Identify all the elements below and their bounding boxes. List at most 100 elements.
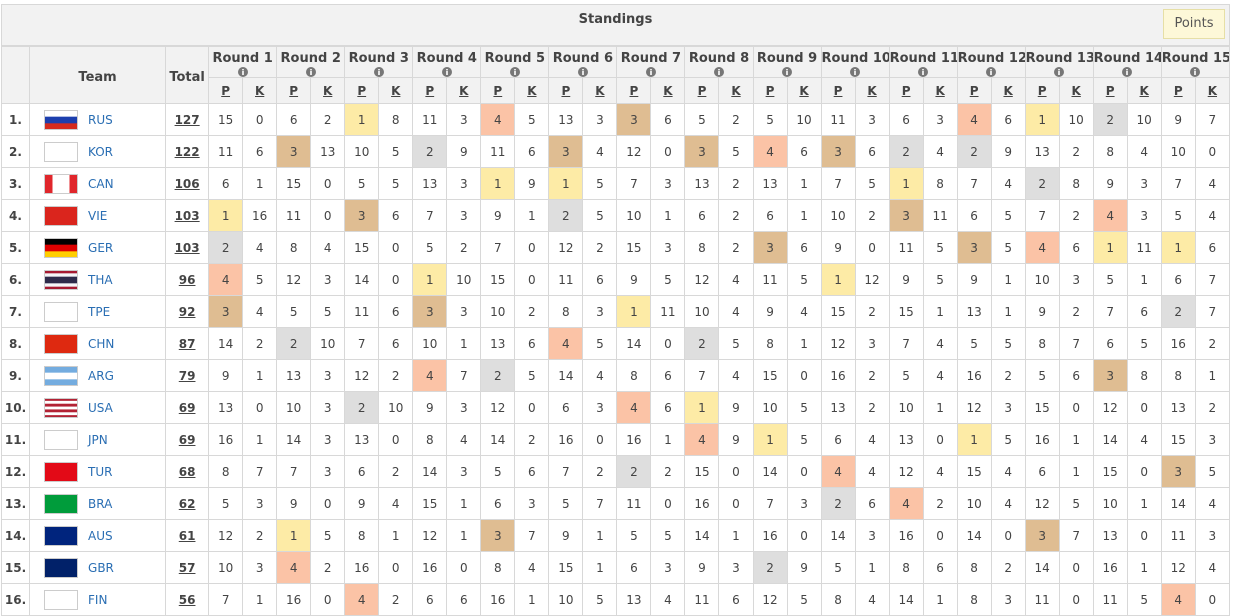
info-icon[interactable] <box>577 67 588 77</box>
sub-header: K <box>1194 77 1231 104</box>
place: 13 <box>276 359 312 392</box>
place: 1 <box>412 263 448 296</box>
info-icon[interactable] <box>645 67 656 77</box>
place: 2 <box>684 327 720 360</box>
kills: 2 <box>1058 135 1094 168</box>
team-cell: THA <box>29 263 167 296</box>
place: 6 <box>820 423 856 456</box>
place: 3 <box>1024 519 1060 552</box>
rank: 7. <box>0 295 31 328</box>
place: 15 <box>344 231 380 264</box>
info-icon[interactable] <box>1054 67 1065 77</box>
kills: 1 <box>514 199 550 232</box>
info-icon[interactable] <box>918 67 929 77</box>
place: 15 <box>548 551 584 584</box>
info-icon[interactable] <box>782 67 793 77</box>
kills: 5 <box>582 583 618 616</box>
kills: 5 <box>990 231 1026 264</box>
kills: 2 <box>650 455 686 488</box>
place: 13 <box>1160 391 1196 424</box>
round-label: Round 13 <box>1025 51 1094 66</box>
place: 12 <box>344 359 380 392</box>
kills: 9 <box>446 135 482 168</box>
place: 9 <box>208 359 244 392</box>
kills: 5 <box>922 263 958 296</box>
place: 1 <box>684 391 720 424</box>
kills: 6 <box>854 135 890 168</box>
kills: 1 <box>1126 551 1162 584</box>
kills: 6 <box>378 295 414 328</box>
place: 16 <box>480 583 516 616</box>
kills: 5 <box>310 295 346 328</box>
place: 3 <box>1160 455 1196 488</box>
place: 8 <box>820 583 856 616</box>
team-row: 6. THA 96 4 5 12 3 14 0 1 10 15 0 11 6 9 5 12 4 11 5 1 12 9 5 9 1 1… <box>0 263 1231 296</box>
place: 5 <box>752 103 788 136</box>
round-label: Round 15 <box>1161 51 1230 66</box>
round-label: Round 2 <box>280 51 341 66</box>
kills: 3 <box>854 103 890 136</box>
team-code: FIN <box>88 592 108 607</box>
info-icon[interactable] <box>713 67 724 77</box>
kills: 4 <box>718 263 754 296</box>
place: 14 <box>208 327 244 360</box>
kills: 4 <box>922 359 958 392</box>
kills: 2 <box>718 231 754 264</box>
info-icon[interactable] <box>850 67 861 77</box>
place: 15 <box>276 167 312 200</box>
team-code: USA <box>88 400 113 415</box>
place: 14 <box>888 583 924 616</box>
kills: 10 <box>1126 103 1162 136</box>
place: 2 <box>1092 103 1128 136</box>
place: 7 <box>1160 167 1196 200</box>
place: 9 <box>956 263 992 296</box>
kills: 0 <box>378 423 414 456</box>
place: 5 <box>548 487 584 520</box>
kills: 0 <box>378 263 414 296</box>
kills: 0 <box>310 199 346 232</box>
info-icon[interactable] <box>509 67 520 77</box>
place: 6 <box>956 199 992 232</box>
place: 3 <box>412 295 448 328</box>
round-label: Round 1 <box>212 51 273 66</box>
kills: 4 <box>854 455 890 488</box>
flag <box>44 461 79 482</box>
team-row: 4. VIE 103 1 16 11 0 3 6 7 3 9 1 2 5 10 1 6 2 6 1 10 2 3 11 6 5 7 2 4… <box>0 199 1231 232</box>
info-icon[interactable] <box>305 67 316 77</box>
place: 7 <box>752 487 788 520</box>
place: 1 <box>752 423 788 456</box>
place: 7 <box>1024 199 1060 232</box>
kills: 1 <box>1126 263 1162 296</box>
kills: 6 <box>446 583 482 616</box>
kills: 1 <box>242 359 278 392</box>
kills: 0 <box>514 231 550 264</box>
place: 12 <box>888 455 924 488</box>
sub-header: K <box>650 77 686 104</box>
kills: 3 <box>446 295 482 328</box>
kills: 1 <box>582 551 618 584</box>
info-icon[interactable] <box>1122 67 1133 77</box>
info-icon[interactable] <box>237 67 248 77</box>
place: 11 <box>684 583 720 616</box>
info-icon[interactable] <box>1190 67 1201 77</box>
points-button[interactable]: Points <box>1163 9 1225 39</box>
kills: 4 <box>446 423 482 456</box>
info-icon[interactable] <box>373 67 384 77</box>
sub-header: K <box>786 77 822 104</box>
info-icon[interactable] <box>441 67 452 77</box>
rank-header <box>0 46 31 104</box>
rank: 1. <box>0 103 31 136</box>
place: 12 <box>548 231 584 264</box>
flag <box>44 333 79 354</box>
rank: 6. <box>0 263 31 296</box>
kills: 3 <box>582 295 618 328</box>
kills: 5 <box>786 263 822 296</box>
place: 1 <box>956 423 992 456</box>
place: 14 <box>412 455 448 488</box>
place: 5 <box>208 487 244 520</box>
place: 1 <box>1092 231 1128 264</box>
info-icon[interactable] <box>986 67 997 77</box>
kills: 7 <box>1194 263 1231 296</box>
round-header: Round 6 <box>548 46 618 78</box>
kills: 0 <box>854 231 890 264</box>
